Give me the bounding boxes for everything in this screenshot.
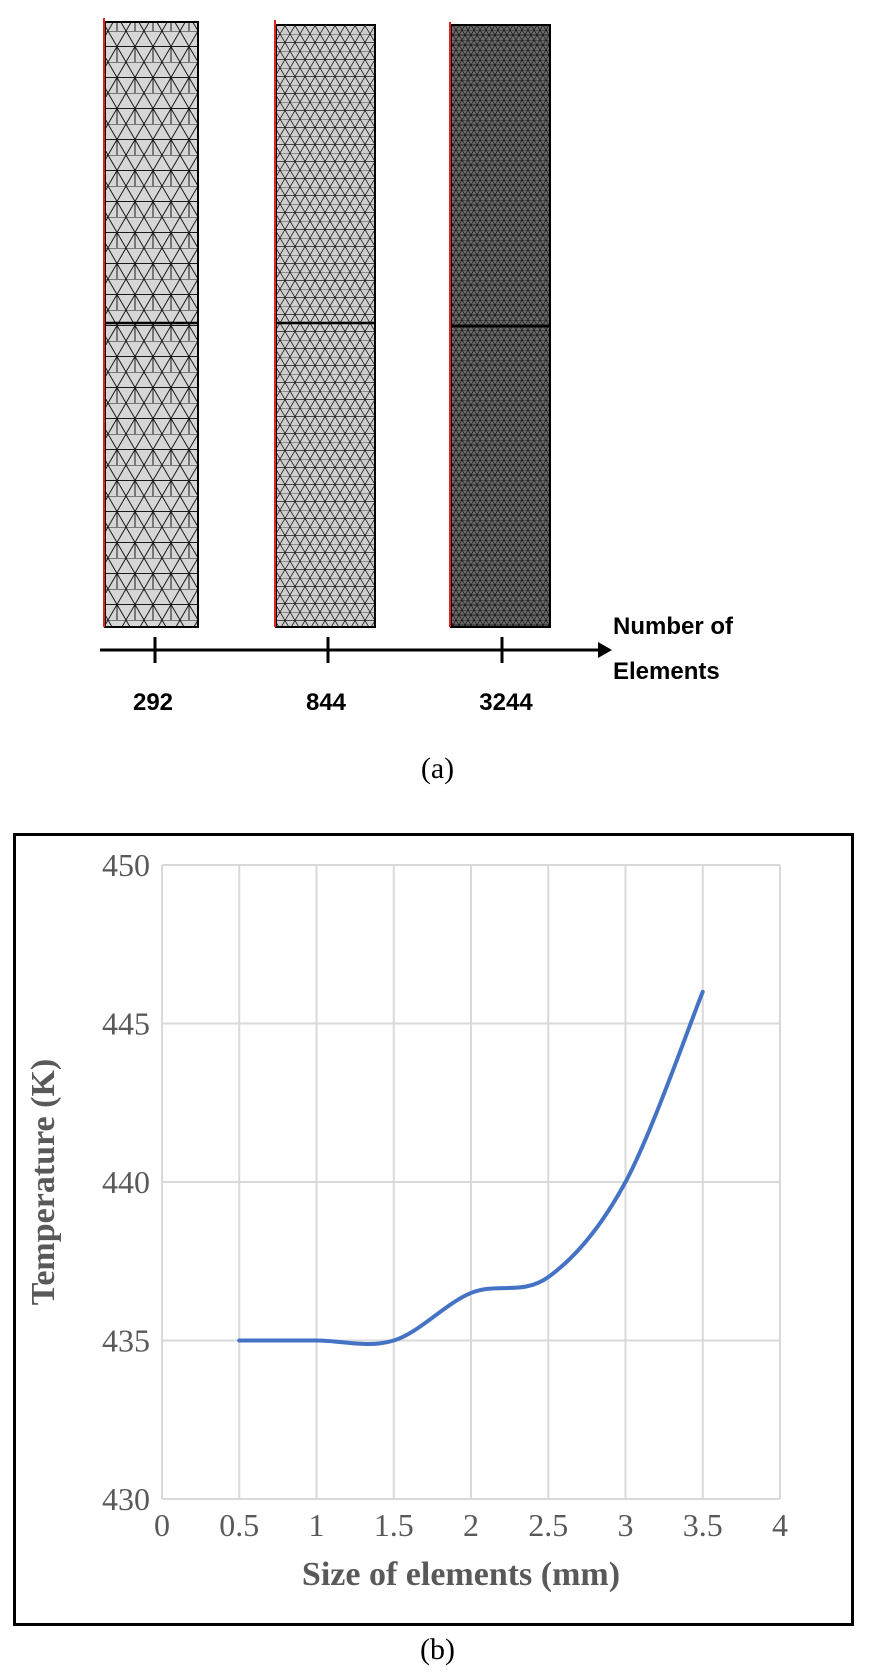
x-tick-label: 1.5 [374,1507,414,1543]
x-tick-label: 0 [154,1507,170,1543]
x-tick-label: 0.5 [219,1507,259,1543]
elements-axis-label-2: Elements [613,658,720,685]
x-tick-label: 4 [772,1507,788,1543]
mesh-3244 [449,22,551,628]
data-point [237,1339,241,1342]
grid [161,864,781,1500]
data-point [315,1339,318,1342]
data-point [701,990,705,994]
mesh-844 [274,20,376,628]
y-tick-label: 435 [102,1323,150,1359]
caption-a: (a) [420,752,455,785]
elements-axis [100,637,612,663]
y-axis-label: Temperature (K) [25,1059,62,1305]
caption-b: (b) [420,1633,455,1666]
mesh-figure: Number of Elements 292 844 3244 [100,18,734,716]
x-ticks: 0 0.5 1 1.5 2 2.5 3 3.5 4 [154,1507,788,1543]
mesh-label-844: 844 [306,689,347,716]
data-point [469,1291,473,1295]
mesh-label-3244: 3244 [479,689,533,716]
mesh-panel: Number of Elements 292 844 3244 [0,0,875,800]
data-point [546,1275,550,1279]
x-tick-label: 1 [309,1507,325,1543]
data-point [624,1180,627,1184]
x-tick-label: 2.5 [528,1507,568,1543]
temperature-chart: 430 435 440 445 450 0 0.5 1 1.5 2 2.5 3 3.5 4 Temper… [25,847,788,1593]
elements-axis-label: Number of [613,613,734,640]
y-ticks: 430 435 440 445 450 [102,847,150,1517]
x-tick-label: 3.5 [683,1507,723,1543]
y-tick-label: 450 [102,847,150,883]
x-tick-label: 3 [618,1507,634,1543]
y-tick-label: 430 [102,1481,150,1517]
data-point [392,1339,396,1342]
x-tick-label: 2 [463,1507,479,1543]
x-axis-label: Size of elements (mm) [302,1556,620,1593]
mesh-label-292: 292 [133,689,173,716]
y-tick-label: 440 [102,1164,150,1200]
mesh-292 [103,18,199,628]
y-tick-label: 445 [102,1006,150,1042]
chart-frame: 430 435 440 445 450 0 0.5 1 1.5 2 2.5 3 3.5 4 Temper… [13,833,854,1626]
series [237,989,705,1347]
series-line-0 [237,989,705,1347]
